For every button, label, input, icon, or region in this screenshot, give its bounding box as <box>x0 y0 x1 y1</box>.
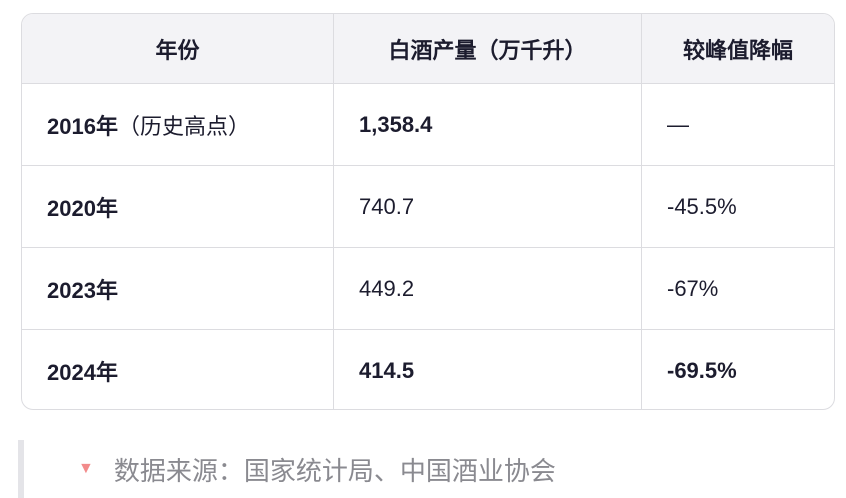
table-row: 2020年 740.7 -45.5% <box>22 165 834 247</box>
year: 2016年 <box>47 113 118 139</box>
decline-cell: -45.5% <box>667 193 737 219</box>
decline-cell: -67% <box>667 275 719 301</box>
output-cell: 1,358.4 <box>334 84 642 165</box>
year-cell: 2016年 （历史高点） <box>22 84 334 165</box>
table-header: 年份 白酒产量（万千升） 较峰值降幅 <box>22 14 834 83</box>
header-output: 白酒产量（万千升） <box>334 14 642 83</box>
year-cell: 2024年 <box>22 330 334 409</box>
table-row: 2016年 （历史高点） 1,358.4 — <box>22 83 834 165</box>
source-text: 数据来源：国家统计局、中国酒业协会 <box>113 455 556 486</box>
output-cell: 740.7 <box>334 166 642 247</box>
table-row: 2023年 449.2 -67% <box>22 247 834 329</box>
decline-cell: -69.5% <box>667 357 737 383</box>
year-cell: 2020年 <box>22 166 334 247</box>
decline-cell: — <box>667 111 689 137</box>
source-note: ▼ 数据来源：国家统计局、中国酒业协会 <box>18 440 556 498</box>
output-cell: 414.5 <box>334 330 642 409</box>
header-decline: 较峰值降幅 <box>682 37 793 63</box>
production-table: 年份 白酒产量（万千升） 较峰值降幅 2016年 （历史高点） 1,358.4 —… <box>21 13 835 410</box>
year-note: （历史高点） <box>117 113 250 139</box>
table-row: 2024年 414.5 -69.5% <box>22 329 834 409</box>
header-year: 年份 <box>22 14 334 83</box>
output-cell: 449.2 <box>334 248 642 329</box>
year-cell: 2023年 <box>22 248 334 329</box>
triangle-down-icon: ▼ <box>78 460 94 477</box>
